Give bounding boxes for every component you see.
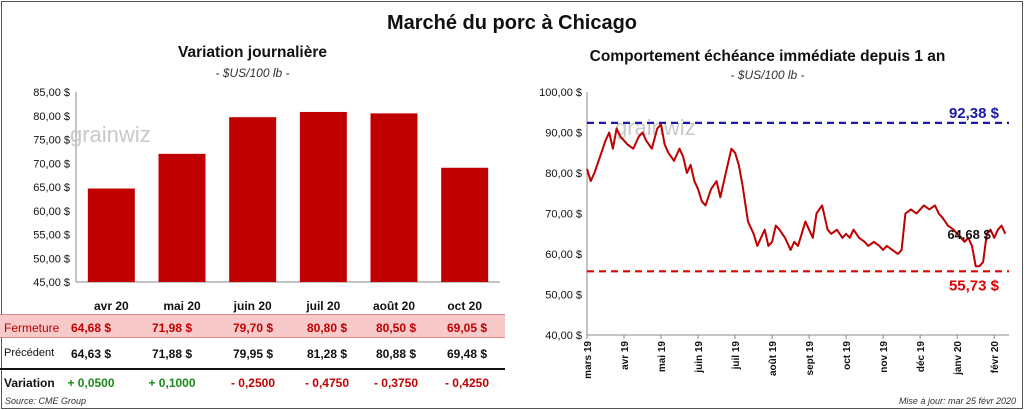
row-close: Fermeture 64,68 $ 71,98 $ 79,70 $ 80,80 …: [0, 314, 505, 338]
reference-lines: 92,38 $ 55,73 $: [587, 105, 1009, 294]
x-tick-label: janv 20: [953, 341, 964, 376]
bar: [441, 167, 489, 282]
x-tick-label: juin 19: [694, 341, 705, 374]
left-panel-title: Variation journalière: [177, 44, 328, 61]
bar-x-axis: avr 20 mai 20 juin 20 juil 20 août 20 oct 20: [94, 299, 482, 313]
source-note: Source: CME Group: [5, 396, 87, 406]
x-tick-label: avr 20: [94, 299, 129, 313]
line-y-axis: 40,00 $ 50,00 $ 60,00 $ 70,00 $ 80,00 $ 90,00…: [539, 87, 1009, 342]
row-variation: Variation + 0,0500 + 0,1000 - 0,2500 - 0…: [0, 368, 505, 392]
var-cell: - 0,4750: [304, 376, 350, 390]
y-tick-label: 90,00 $: [545, 128, 582, 140]
x-tick-label: juil 20: [305, 299, 340, 313]
bar: [158, 153, 206, 282]
high-label: 92,38 $: [949, 105, 1000, 122]
var-cell: - 0,2500: [230, 376, 276, 390]
prev-cell: 69,48 $: [446, 347, 488, 361]
y-tick-label: 100,00 $: [539, 87, 582, 99]
bar: [229, 117, 277, 282]
y-tick-label: 50,00 $: [33, 253, 70, 265]
line-chart: 40,00 $ 50,00 $ 60,00 $ 70,00 $ 80,00 $ 90,00…: [539, 87, 1009, 379]
bar-y-axis: 45,00 $ 50,00 $ 55,00 $ 60,00 $ 65,00 $ 70,00…: [33, 87, 500, 289]
row-var-label: Variation: [4, 376, 55, 390]
prev-cell: 79,95 $: [232, 347, 274, 361]
x-tick-label: oct 19: [842, 341, 853, 370]
price-series: 64,68 $: [586, 123, 1007, 268]
y-tick-label: 85,00 $: [33, 87, 70, 99]
y-tick-label: 50,00 $: [545, 290, 582, 302]
y-tick-label: 40,00 $: [545, 330, 582, 342]
row-prev-label: Précédent: [4, 347, 55, 359]
x-tick-label: mai 19: [657, 341, 668, 373]
right-panel-title: Comportement échéance immédiate depuis 1…: [589, 48, 946, 65]
x-tick-label: déc 19: [916, 341, 927, 373]
watermark: grainwiz: [70, 122, 151, 147]
series-line: [586, 123, 1007, 268]
prev-cell: 80,88 $: [375, 347, 417, 361]
y-tick-label: 60,00 $: [33, 206, 70, 218]
last-value-label: 64,68 $: [947, 227, 991, 242]
line-x-axis: mars 19 avr 19 mai 19 juin 19 juil 19 août 19…: [583, 335, 1001, 379]
x-tick-label: juin 20: [233, 299, 272, 313]
x-tick-label: févr 20: [990, 341, 1001, 374]
y-tick-label: 80,00 $: [33, 111, 70, 123]
row-prev: Précédent 64,63 $ 71,88 $ 79,95 $ 81,28 …: [0, 341, 505, 365]
close-cell: 71,98 $: [151, 321, 193, 335]
var-cell: + 0,0500: [67, 376, 115, 390]
left-panel-subtitle: - $US/100 lb -: [215, 66, 290, 80]
bar: [87, 188, 135, 282]
close-cell: 80,50 $: [375, 321, 417, 335]
x-tick-label: mars 19: [583, 341, 594, 379]
var-cell: - 0,4250: [444, 376, 490, 390]
prev-cell: 64,63 $: [70, 347, 112, 361]
bar-chart: 45,00 $ 50,00 $ 55,00 $ 60,00 $ 65,00 $ 70,00…: [33, 87, 500, 313]
x-tick-label: oct 20: [447, 299, 482, 313]
x-tick-label: mai 20: [163, 299, 201, 313]
close-cell: 69,05 $: [446, 321, 488, 335]
x-tick-label: sept 19: [805, 341, 816, 376]
x-tick-label: nov 19: [879, 341, 890, 373]
x-tick-label: avr 19: [620, 341, 631, 370]
var-cell: + 0,1000: [148, 376, 196, 390]
right-panel-subtitle: - $US/100 lb -: [730, 68, 805, 82]
y-tick-label: 55,00 $: [33, 230, 70, 242]
bar: [299, 111, 347, 282]
y-tick-label: 45,00 $: [33, 277, 70, 289]
x-tick-label: août 19: [768, 341, 779, 376]
y-tick-label: 75,00 $: [33, 135, 70, 147]
y-tick-label: 70,00 $: [33, 158, 70, 170]
bar: [370, 113, 418, 282]
y-tick-label: 65,00 $: [33, 182, 70, 194]
bar-series: [87, 111, 489, 282]
row-close-label: Fermeture: [4, 321, 60, 335]
prev-cell: 81,28 $: [306, 347, 348, 361]
close-cell: 80,80 $: [306, 321, 348, 335]
prev-cell: 71,88 $: [151, 347, 193, 361]
main-title: Marché du porc à Chicago: [386, 12, 638, 34]
close-cell: 64,68 $: [70, 321, 112, 335]
y-tick-label: 70,00 $: [545, 209, 582, 221]
y-tick-label: 80,00 $: [545, 168, 582, 180]
var-cell: - 0,3750: [373, 376, 419, 390]
updated-note: Mise à jour: mar 25 févr 2020: [898, 396, 1016, 406]
y-tick-label: 60,00 $: [545, 249, 582, 261]
close-cell: 79,70 $: [232, 321, 274, 335]
low-label: 55,73 $: [949, 277, 1000, 294]
x-tick-label: août 20: [373, 299, 415, 313]
x-tick-label: juil 19: [731, 341, 742, 371]
